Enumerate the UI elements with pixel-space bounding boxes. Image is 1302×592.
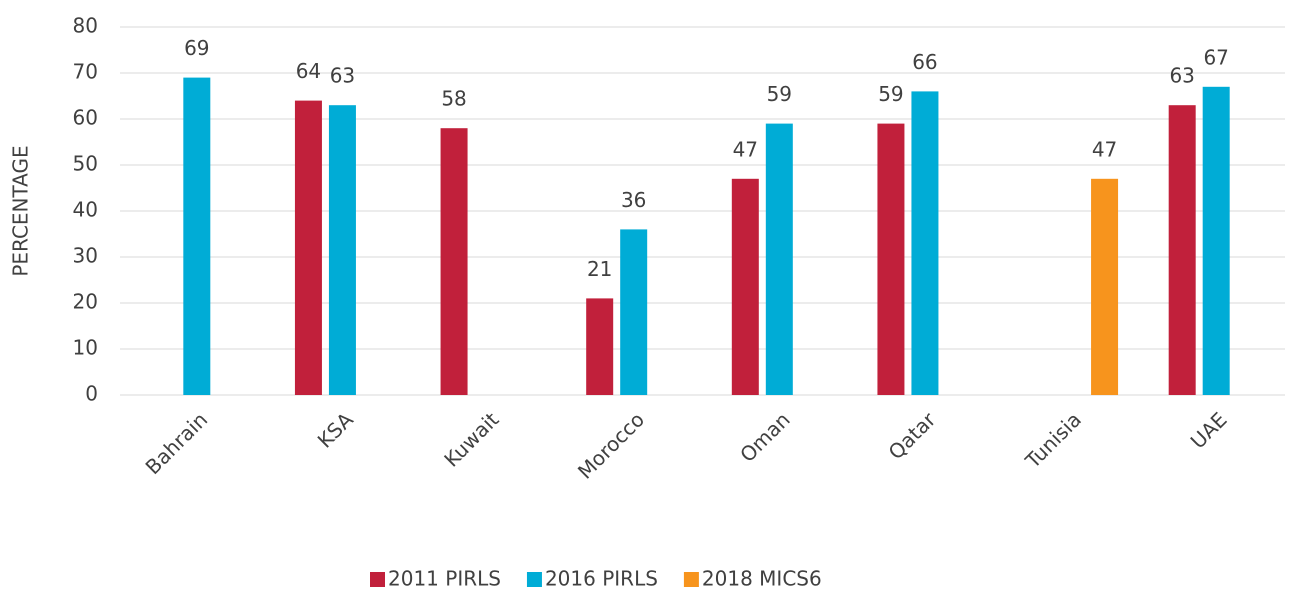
bar <box>731 178 759 395</box>
bar <box>620 229 648 395</box>
data-label: 47 <box>733 137 758 161</box>
data-label: 67 <box>1203 45 1228 69</box>
bar <box>183 77 211 395</box>
data-label: 69 <box>184 36 209 60</box>
data-label: 66 <box>912 50 937 74</box>
bar <box>1091 178 1119 395</box>
bar <box>294 100 322 395</box>
x-tick-label: Qatar <box>884 407 941 464</box>
legend-label: 2011 PIRLS <box>388 567 501 591</box>
bar <box>1168 105 1196 395</box>
y-tick-label: 30 <box>73 244 98 268</box>
data-label: 36 <box>621 188 646 212</box>
x-tick-label: Tunisia <box>1020 407 1086 473</box>
bar <box>877 123 905 395</box>
legend-swatch <box>526 572 542 587</box>
y-tick-label: 20 <box>73 290 98 314</box>
y-tick-label: 10 <box>73 336 98 360</box>
legend-swatch <box>683 572 699 587</box>
x-tick-label: UAE <box>1186 407 1232 453</box>
bar <box>1202 86 1230 396</box>
data-label: 59 <box>878 82 903 106</box>
data-label: 63 <box>1169 64 1194 88</box>
data-label: 58 <box>441 87 466 111</box>
x-tick-label: Oman <box>735 407 795 467</box>
data-label: 47 <box>1092 137 1117 161</box>
bar <box>911 91 939 396</box>
data-label: 64 <box>296 59 321 83</box>
y-tick-label: 40 <box>73 198 98 222</box>
x-tick-label: KSA <box>313 407 358 452</box>
y-axis-title: PERCENTAGE <box>9 145 33 276</box>
data-label: 59 <box>767 82 792 106</box>
x-tick-label: Morocco <box>573 407 649 483</box>
bar <box>586 298 614 395</box>
x-tick-label: Bahrain <box>141 407 213 479</box>
legend-label: 2016 PIRLS <box>545 567 658 591</box>
bar <box>765 123 793 395</box>
bar <box>328 105 356 395</box>
data-label: 63 <box>330 64 355 88</box>
y-tick-label: 50 <box>73 152 98 176</box>
legend-label: 2018 MICS6 <box>702 567 822 591</box>
y-tick-label: 70 <box>73 60 98 84</box>
y-tick-label: 0 <box>85 382 98 406</box>
y-tick-label: 80 <box>73 14 98 38</box>
y-tick-label: 60 <box>73 106 98 130</box>
bar <box>440 128 468 395</box>
x-tick-label: Kuwait <box>439 407 503 471</box>
data-label: 21 <box>587 257 612 281</box>
legend-swatch <box>370 572 385 587</box>
